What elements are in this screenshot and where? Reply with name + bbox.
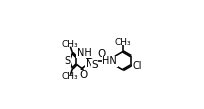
Text: Cl: Cl — [132, 61, 142, 71]
Text: CH₃: CH₃ — [62, 72, 78, 81]
Text: NH: NH — [77, 48, 92, 58]
Text: CH₃: CH₃ — [115, 38, 131, 47]
Text: S: S — [91, 60, 98, 70]
Text: HN: HN — [102, 56, 117, 66]
Text: O: O — [97, 49, 106, 59]
Text: O: O — [80, 70, 88, 80]
Text: N: N — [85, 59, 93, 69]
Text: S: S — [64, 56, 71, 66]
Text: CH₃: CH₃ — [62, 40, 78, 49]
